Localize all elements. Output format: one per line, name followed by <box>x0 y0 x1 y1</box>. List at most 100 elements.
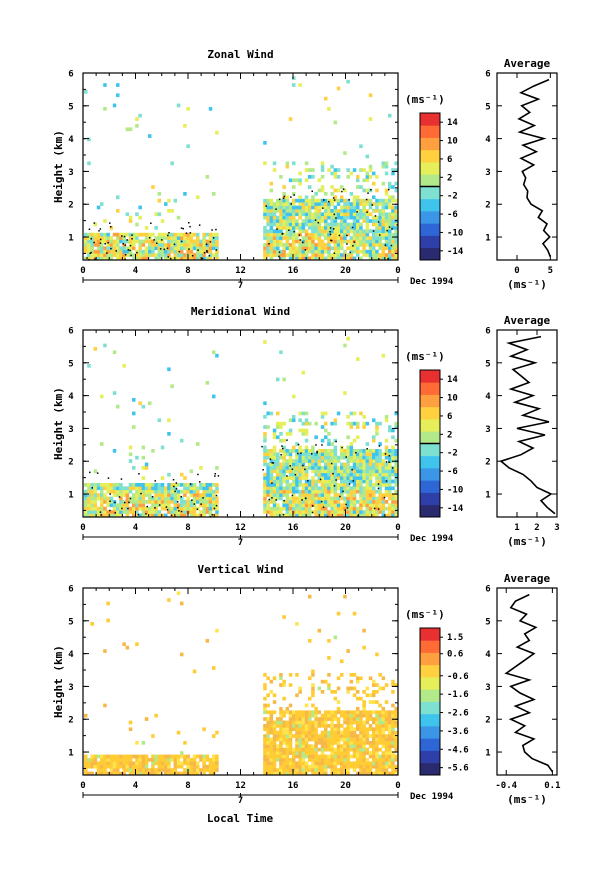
heatmap-cell <box>311 764 315 769</box>
heatmap-cell <box>167 483 171 487</box>
heatmap-cell <box>384 256 389 261</box>
heatmap-cell <box>148 232 152 237</box>
heatmap-cell <box>317 243 322 247</box>
heatmap-cell <box>327 452 331 457</box>
heatmap-cell <box>356 226 360 230</box>
heatmap-cell <box>330 710 334 715</box>
heatmap-cell <box>327 496 331 501</box>
heatmap-cell <box>112 249 117 254</box>
heatmap-cell <box>285 226 290 230</box>
heatmap-cell <box>298 730 302 735</box>
heatmap-cell <box>276 202 280 206</box>
contour-mark <box>384 453 387 455</box>
heatmap-cell <box>295 256 299 261</box>
heatmap-cell <box>368 741 373 745</box>
heatmap-cell <box>122 768 126 772</box>
heatmap-cell <box>333 209 338 213</box>
heatmap-cell <box>349 479 354 484</box>
heatmap-cell <box>311 690 315 694</box>
heatmap-cell <box>378 479 382 484</box>
heatmap-cell <box>93 500 98 504</box>
heatmap-cell <box>276 754 280 759</box>
heatmap-cell <box>349 222 354 227</box>
heatmap-cell <box>170 209 174 213</box>
heatmap-cell <box>365 727 370 732</box>
heatmap-cell <box>308 764 312 769</box>
heatmap-cell <box>330 198 334 203</box>
heatmap-cell <box>157 771 162 776</box>
contour-mark <box>344 509 346 511</box>
heatmap-cell <box>343 198 347 203</box>
heatmap-cell <box>301 452 306 457</box>
heatmap-cell <box>327 761 331 766</box>
heatmap-cell <box>333 469 338 474</box>
contour-mark <box>275 499 277 501</box>
heatmap-cell <box>330 503 334 508</box>
heatmap-cell <box>320 175 325 179</box>
heatmap-cell <box>279 253 283 257</box>
heatmap-cell <box>288 758 293 762</box>
heatmap-cell <box>148 134 152 138</box>
heatmap-cell <box>128 727 133 732</box>
colorbar-tick-label: -14 <box>447 504 464 514</box>
heatmap-cell <box>384 222 389 227</box>
contour-mark <box>262 469 264 471</box>
heatmap-cell <box>125 645 130 650</box>
heatmap-cell <box>381 462 386 467</box>
heatmap-cell <box>266 486 270 491</box>
heatmap-cell <box>164 754 168 759</box>
heatmap-cell <box>112 232 117 237</box>
heatmap-cell <box>352 236 357 240</box>
heatmap-cell <box>292 734 296 738</box>
heatmap-cell <box>157 493 162 497</box>
heatmap-cell <box>388 754 392 759</box>
heatmap-cell <box>93 249 98 254</box>
heatmap-cell <box>186 754 190 759</box>
heatmap-cell <box>215 754 219 759</box>
heatmap-cell <box>263 758 267 762</box>
heatmap-cell <box>314 192 318 196</box>
heatmap-cell <box>176 483 181 487</box>
contour-mark <box>130 254 132 257</box>
colorbar-unit: (ms⁻¹) <box>405 350 445 363</box>
contour-mark <box>96 472 99 474</box>
heatmap-cell <box>314 744 318 749</box>
heatmap-cell <box>154 243 158 247</box>
heatmap-cell <box>365 236 370 240</box>
heatmap-cell <box>317 758 322 762</box>
heatmap-cell <box>346 452 350 457</box>
heatmap-cell <box>308 493 312 497</box>
heatmap-cell <box>87 364 91 368</box>
heatmap-cell <box>352 483 357 487</box>
heatmap-cell <box>282 696 286 701</box>
heatmap-cell <box>346 198 350 203</box>
heatmap-cell <box>356 761 360 766</box>
heatmap-cell <box>346 713 350 718</box>
contour-mark <box>281 445 283 447</box>
heatmap-cell <box>272 500 277 504</box>
heatmap-cell <box>288 215 293 220</box>
heatmap-cell <box>292 513 296 518</box>
heatmap-cell <box>292 202 296 206</box>
heatmap-cell <box>314 253 318 257</box>
heatmap-cell <box>388 202 392 206</box>
heatmap-cell <box>336 486 341 491</box>
heatmap-cell <box>144 506 149 511</box>
heatmap-cell <box>266 489 270 494</box>
heatmap-cell <box>141 476 146 480</box>
heatmap-cell <box>352 246 357 251</box>
heatmap-cell <box>183 754 187 759</box>
contour-mark <box>288 229 290 231</box>
heatmap-cell <box>356 175 360 179</box>
heatmap-cell <box>320 758 325 762</box>
heatmap-cell <box>154 768 158 772</box>
heatmap-cell <box>84 496 88 501</box>
x-tick-label: 0 <box>395 781 400 791</box>
heatmap-cell <box>346 710 350 715</box>
heatmap-cell <box>269 226 274 230</box>
heatmap-cell <box>317 246 322 251</box>
heatmap-cell <box>330 761 334 766</box>
heatmap-cell <box>160 764 165 769</box>
heatmap-cell <box>276 232 280 237</box>
heatmap-cell <box>378 730 382 735</box>
